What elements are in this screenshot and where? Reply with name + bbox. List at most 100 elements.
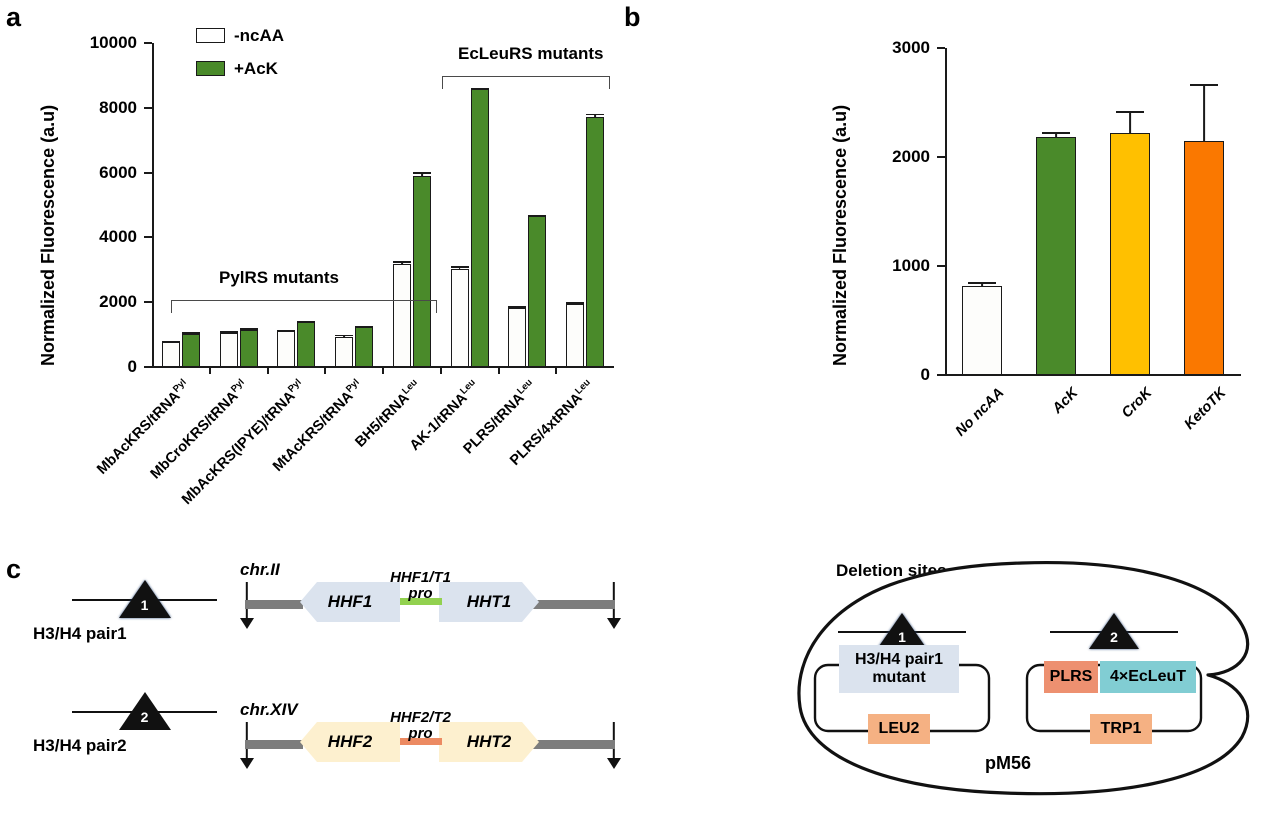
error-bar — [219, 331, 238, 334]
panel-b-letter: b — [624, 2, 641, 32]
panel-a-letter: a — [6, 2, 22, 32]
error-bar — [566, 301, 585, 305]
gene-hht2: HHT2 — [439, 722, 539, 762]
panel-a-x-tick — [439, 367, 442, 374]
bar-ack — [297, 322, 316, 367]
bar-noncaa — [962, 285, 1002, 375]
legend-swatch-ack — [196, 61, 225, 76]
bracket-label-pylrs: PylRS mutants — [219, 268, 339, 287]
error-bar — [412, 172, 431, 177]
promoter-label-2-line1: HHF2/T2 — [390, 709, 451, 726]
panel-b-y-tick — [937, 374, 945, 376]
chromosome-marker-2: 2 — [72, 692, 217, 730]
panel-b-y-tick-label: 0 — [920, 365, 930, 384]
marker-gene-leu2: LEU2 — [868, 714, 930, 744]
panel-b-x-axis — [945, 374, 1241, 377]
bar-ncaa — [450, 269, 469, 367]
legend-label-ack: +AcK — [234, 59, 278, 78]
triangle-icon — [1089, 613, 1139, 649]
locus-2-caption: H3/H4 pair2 — [33, 736, 127, 755]
panel-b-y-tick — [937, 47, 945, 49]
bar-ack — [1036, 137, 1076, 375]
panel-b-y-tick-label: 1000 — [892, 256, 930, 275]
promoter-hhf2t2 — [400, 738, 442, 745]
error-bar — [355, 326, 374, 328]
error-bar — [1042, 132, 1070, 138]
locus-2-chromosome: chr.XIV — [240, 700, 298, 719]
locus-1-caption: H3/H4 pair1 — [33, 624, 127, 643]
backbone-right-2 — [533, 740, 615, 749]
plasmid-marker-2-number: 2 — [1110, 629, 1118, 645]
error-bar — [450, 265, 469, 270]
promoter-label-2-line2: pro — [408, 724, 433, 742]
bar-ncaa — [335, 336, 354, 367]
error-bar — [968, 281, 996, 287]
backbone-left-2 — [245, 740, 303, 749]
cassette-1-insert-line1: H3/H4 pair1 — [854, 651, 944, 669]
bracket-label-ecleurs: EcLeuRS mutants — [458, 44, 604, 63]
bar-ncaa — [392, 264, 411, 367]
ecleut-gene-box: 4×EcLeuT — [1100, 661, 1196, 693]
panel-a-y-tick-label: 0 — [127, 357, 137, 376]
chromosome-marker-1-number: 1 — [140, 597, 149, 613]
bracket-ecleurs — [442, 76, 610, 89]
panel-a-y-tick — [144, 236, 152, 239]
panel-a-x-tick — [555, 367, 558, 374]
bar-ncaa — [508, 308, 527, 367]
error-bar — [508, 306, 527, 309]
gene-hhf2: HHF2 — [300, 722, 400, 762]
panel-a-y-tick-label: 6000 — [99, 162, 137, 182]
cassette-1-insert: H3/H4 pair1 mutant — [839, 645, 959, 693]
promoter-label-1: HHF1/T1 pro — [383, 570, 458, 602]
triangle-icon — [877, 613, 927, 649]
error-bar — [470, 88, 489, 90]
bar-ncaa — [566, 303, 585, 367]
backbone-left-1 — [245, 600, 303, 609]
cassette-1-insert-line2: mutant — [872, 669, 926, 686]
panel-a-x-tick — [497, 367, 500, 374]
panel-a-x-tick — [382, 367, 384, 374]
panel-c-letter: c — [6, 554, 22, 584]
legend-item-ncaa: -ncAA — [196, 27, 284, 44]
promoter-label-2: HHF2/T2 pro — [383, 710, 458, 742]
panel-a-y-tick — [144, 106, 152, 109]
panel-a-y-tick-label: 4000 — [99, 227, 137, 247]
error-bar — [1190, 83, 1218, 142]
bar-ack — [355, 327, 374, 367]
legend-item-ack: +AcK — [196, 60, 278, 77]
bar-ack — [181, 334, 200, 367]
marker-gene-trp1: TRP1 — [1090, 714, 1152, 744]
bar-ack — [586, 117, 605, 367]
error-bar — [1116, 111, 1144, 134]
bar-ack — [412, 176, 431, 367]
panel-a-y-tick — [144, 301, 152, 304]
panel-b-y-tick-label: 3000 — [892, 38, 930, 57]
triangle-icon — [118, 692, 171, 730]
panel-b-y-tick — [937, 265, 945, 267]
gene-hht1: HHT1 — [439, 582, 539, 622]
plasmid-marker-2: 2 — [1050, 613, 1178, 649]
plasmid-name: pM56 — [985, 753, 1032, 773]
plrs-gene-box: PLRS — [1044, 661, 1098, 693]
error-bar — [277, 329, 296, 333]
promoter-hhf1t1 — [400, 598, 442, 605]
gene-hhf1: HHF1 — [300, 582, 400, 622]
chromosome-marker-2-number: 2 — [140, 709, 149, 725]
error-bar — [297, 321, 316, 323]
panel-a-x-tick — [266, 367, 269, 374]
bar-ncaa — [277, 331, 296, 367]
error-bar — [586, 113, 605, 119]
triangle-icon — [118, 580, 171, 618]
error-bar — [239, 328, 258, 331]
panel-a-x-tick — [324, 367, 327, 374]
plasmid-marker-1-number: 1 — [898, 629, 906, 645]
plasmid-marker-1: 1 — [838, 613, 966, 649]
panel-a-y-tick — [144, 171, 152, 174]
panel-b-y-tick-label: 2000 — [892, 147, 930, 166]
panel-b-y-axis-title: Normalized Fluorescence (a.u) — [830, 104, 850, 366]
panel-a-y-tick-label: 10000 — [89, 33, 137, 52]
bar-ack — [528, 216, 547, 367]
bar-ack — [239, 329, 258, 367]
panel-a-x-tick — [208, 367, 211, 374]
